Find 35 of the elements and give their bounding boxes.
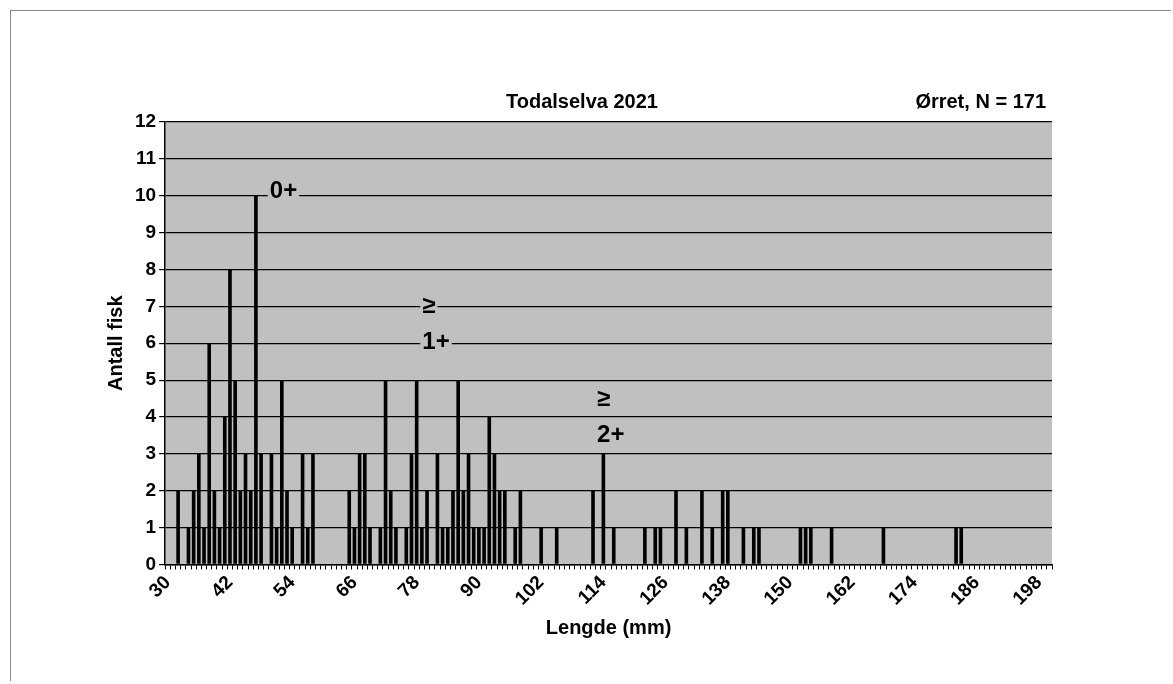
y-tick-label: 6 [145,331,157,353]
y-tick-label: 4 [145,405,157,427]
annotation: ≥ 2+ [597,384,625,448]
y-tick-label: 1 [145,515,157,537]
y-tick-label: 9 [145,220,157,242]
annotation: 0+ [269,176,298,204]
chart-subtitle: Ørret, N = 171 [915,89,1046,112]
annotation: ≥ 1+ [422,291,450,355]
y-tick-label: 2 [145,478,157,500]
y-tick-label: 12 [134,110,157,132]
x-axis-title: Lengde (mm) [545,615,672,638]
x-tick-label: 42 [206,571,237,601]
x-tick-label: 102 [510,571,548,609]
y-axis-title: Antall fisk [103,294,126,392]
y-tick-label: 11 [136,147,157,169]
chart-title: Todalselva 2021 [505,89,658,112]
y-tick-label: 5 [145,368,157,390]
y-tick-label: 10 [134,183,157,205]
x-tick-label: 78 [393,571,424,601]
y-tick-label: 8 [145,257,157,279]
x-tick-label: 186 [946,571,984,609]
x-tick-label: 150 [759,571,797,609]
x-tick-label: 30 [144,571,175,601]
y-tick-label: 7 [145,294,157,316]
x-tick-label: 126 [634,571,673,609]
x-tick-label: 162 [821,571,859,609]
x-tick-label: 66 [331,571,361,601]
x-tick-label: 138 [697,571,735,609]
x-tick-label: 174 [883,570,922,609]
y-tick-label: 0 [145,552,157,574]
y-tick-label: 3 [145,442,157,464]
x-tick-label: 54 [268,570,300,601]
x-tick-label: 114 [573,570,611,608]
x-tick-label: 90 [455,571,486,601]
x-tick-label: 198 [1008,571,1046,609]
